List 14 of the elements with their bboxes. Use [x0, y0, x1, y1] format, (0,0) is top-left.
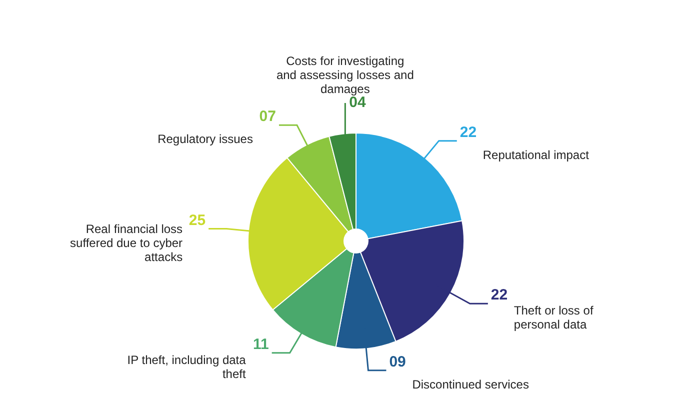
- slice-label: Reputational impact: [482, 148, 590, 162]
- slice-label: Real financial loss suffered due to cyber attacks: [70, 222, 183, 264]
- slice-label: Discontinued services: [412, 377, 529, 392]
- data-label: 11: [252, 336, 269, 353]
- data-label: 22: [460, 124, 477, 141]
- slice-label: Costs for investigating and assessing losses and damages: [276, 54, 414, 96]
- slice-label: IP theft, including data theft: [127, 352, 246, 381]
- data-label: 25: [188, 212, 206, 229]
- slice-label: Theft or loss of personal data: [514, 304, 594, 332]
- data-label: 22: [490, 286, 508, 304]
- data-label: 07: [259, 108, 276, 126]
- data-label: 09: [389, 353, 406, 370]
- data-label: 04: [349, 94, 367, 111]
- slice-label: Regulatory issues: [158, 132, 253, 146]
